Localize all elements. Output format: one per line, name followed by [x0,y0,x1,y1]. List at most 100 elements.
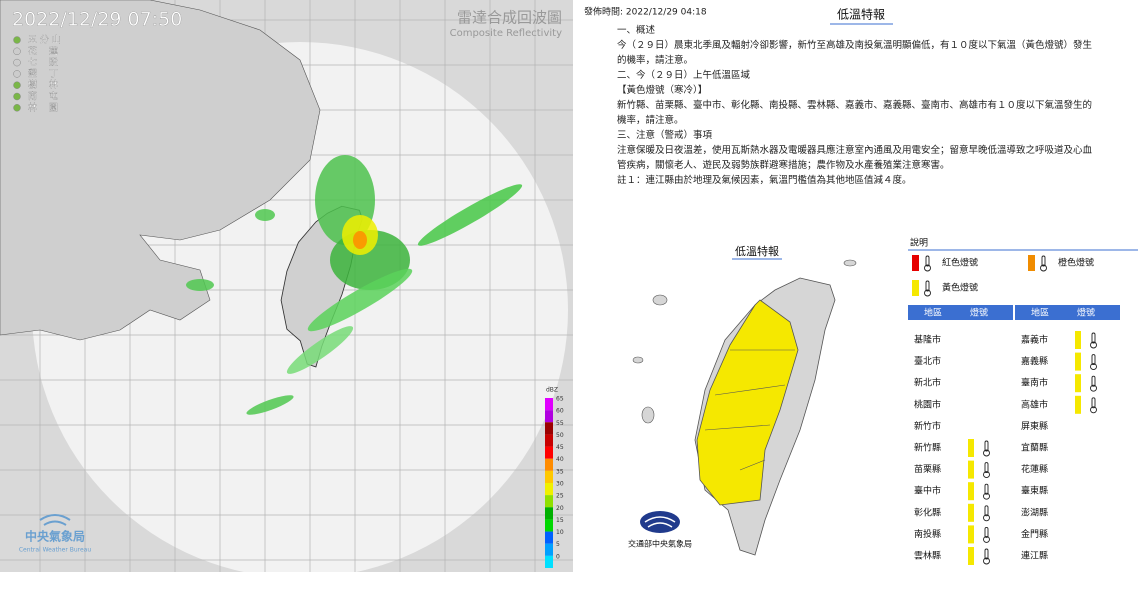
map-caption: 交通部中央氣象局 [628,539,692,549]
scale-tick-label: 20 [556,505,564,512]
light-swatch [968,503,974,522]
light-swatch [1075,352,1081,371]
station-name: 林 園 [28,101,58,113]
region-name: 新竹市 [914,420,941,432]
scale-tick-label: 10 [556,529,564,536]
bottom-strip [0,572,573,612]
paragraph: 一、概述 [617,25,656,36]
scale-tick-label: 0 [556,553,560,560]
thermometer-bulb [924,289,931,297]
station-name: 花 蓮 [28,45,58,57]
thermometer-icon [925,255,930,267]
scale-unit: dBZ [546,387,558,394]
scale-swatch [545,398,553,411]
region-name: 嘉義縣 [1021,355,1048,367]
light-swatch [1075,395,1081,414]
thermometer-icon [1091,354,1096,366]
scale-swatch [545,470,553,483]
region-name: 基隆市 [914,334,941,346]
scale-tick-label: 50 [556,432,564,439]
thermometer-bulb [1090,341,1097,349]
scale-tick-label: 5 [556,541,560,548]
thermometer-icon [1091,375,1096,387]
paragraph: 今（２９日）晨東北季風及輻射冷卻影響，新竹至高雄及南投氣溫明顯偏低，有１０度以下… [617,40,1093,66]
legend-title: 說明 [910,237,928,249]
thermometer-bulb [983,471,990,479]
region-name: 臺中市 [914,485,941,497]
thermometer-bulb [983,492,990,500]
station-dot [13,104,21,112]
paragraph: 【黃色燈號（寒冷）】 [617,85,708,96]
scale-swatch [545,495,553,508]
region-name: 新北市 [914,377,941,389]
station-name: 墾 丁 [28,67,58,79]
thermometer-bulb [983,535,990,543]
thermometer-bulb [924,264,931,272]
thermometer-icon [984,462,989,474]
paragraph: 三、注意（警戒）事項 [617,130,713,141]
thermometer-bulb [983,514,990,522]
table-header-text: 地區 [1031,307,1049,319]
legend-label: 橙色燈號 [1058,257,1094,269]
region-name: 雲林縣 [914,550,941,562]
radar-subtitle: Composite Reflectivity [450,28,562,39]
scale-tick-label: 60 [556,408,564,415]
timestamp: 2022/12/29 07:50 [12,9,182,31]
light-swatch [968,460,974,479]
thermometer-bulb [1090,406,1097,414]
thermometer-icon [984,548,989,560]
region-name: 南投縣 [914,528,941,540]
station-name: 五 分 山 [28,35,61,46]
region-name: 臺北市 [914,355,941,367]
table-header [1015,305,1120,320]
scale-tick-label: 25 [556,493,564,500]
light-swatch [1075,331,1081,349]
paragraph: 注意保暖及日夜溫差，使用瓦斯熱水器及電暖器具應注意室內通風及用電安全；留意早晚低… [617,145,1093,171]
region-name: 金門縣 [1021,528,1048,540]
thermometer-bulb [1090,384,1097,392]
thermometer-bulb [983,449,990,457]
scale-swatch [545,507,553,520]
station-dot [13,58,21,67]
table-header [908,305,1013,320]
region-name: 嘉義市 [1021,334,1048,346]
thermometer-bulb [1040,264,1047,272]
legend-label: 黃色燈號 [942,282,978,294]
station-dot [13,92,21,101]
thermometer-icon [984,526,989,538]
scale-swatch [545,410,553,423]
region-name: 高雄市 [1021,398,1048,410]
scale-swatch [545,543,553,556]
thermometer-bulb [1090,363,1097,371]
scale-swatch [545,531,553,544]
light-swatch [1075,374,1081,393]
scale-tick-label: 35 [556,468,564,475]
thermometer-icon [984,505,989,517]
scale-swatch [545,458,553,471]
region-name: 新竹縣 [914,442,941,454]
logo-en: Central Weather Bureau [19,547,92,554]
scale-swatch [545,422,553,435]
region-name: 彰化縣 [914,506,941,518]
map-title: 低溫特報 [735,244,779,258]
scale-tick-label: 40 [556,456,564,463]
legend-swatch [912,280,919,296]
thermometer-icon [925,280,930,292]
legend-swatch [1028,255,1035,271]
region-name: 宜蘭縣 [1021,442,1048,454]
table-header-text: 燈號 [970,307,988,319]
thermometer-icon [984,483,989,495]
station-dot [13,70,21,78]
thermometer-icon [984,440,989,452]
station-name: 南 屯 [28,90,58,102]
station-name: 七 股 [28,57,58,68]
scale-swatch [545,555,553,568]
paragraph: 新竹縣、苗栗縣、臺中市、彰化縣、南投縣、雲林縣、嘉義市、嘉義縣、臺南市、高雄市有… [617,100,1093,126]
region-name: 花蓮縣 [1021,463,1048,475]
logo: 中央氣象局 [25,529,85,544]
station-dot [13,36,21,44]
station-name: 樹 林 [28,79,58,91]
station-dot [13,47,21,56]
light-swatch [968,547,974,565]
